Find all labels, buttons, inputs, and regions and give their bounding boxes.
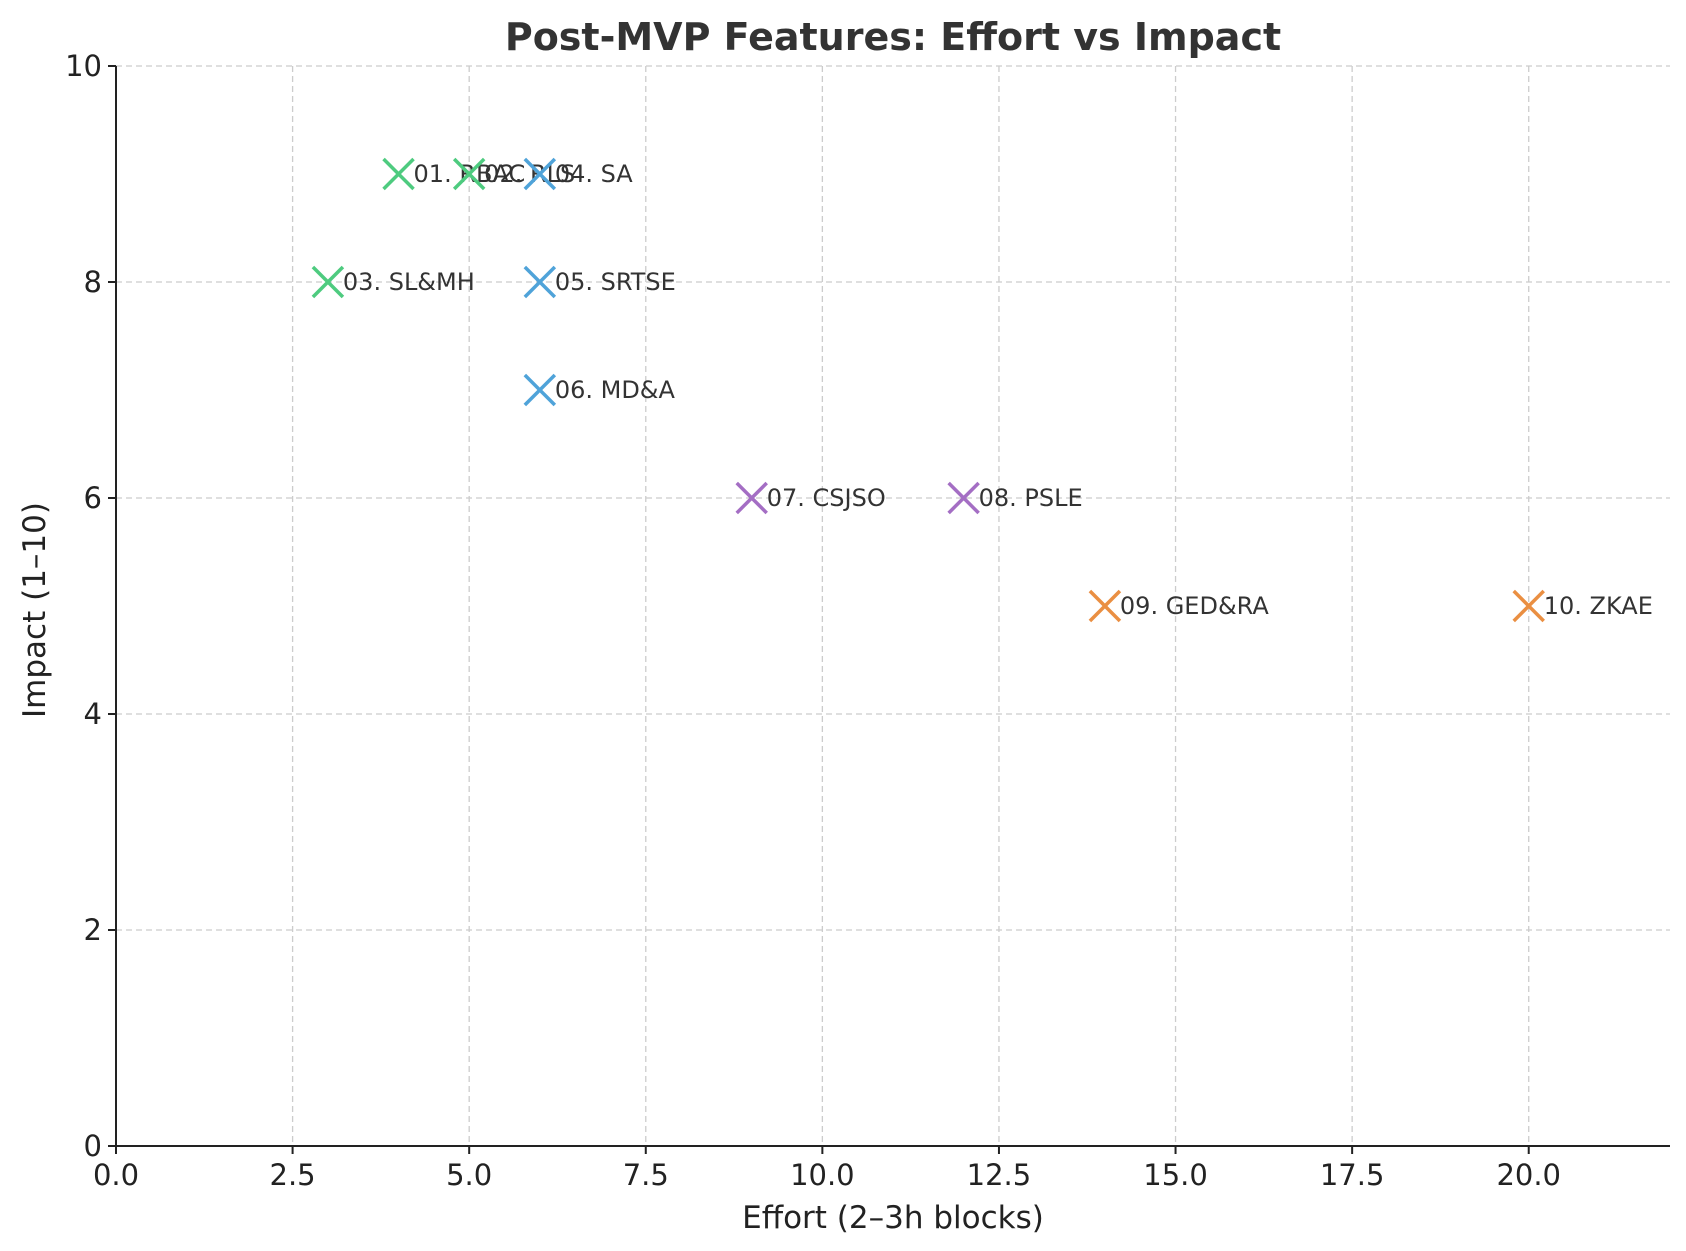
x-tick-label: 20.0 bbox=[1496, 1158, 1561, 1192]
grid-layer bbox=[116, 65, 1670, 1146]
scatter-point: 05. SRTSE bbox=[523, 265, 676, 299]
point-label: 08. PSLE bbox=[979, 484, 1083, 512]
point-marker bbox=[452, 157, 486, 191]
x-tick-label: 12.5 bbox=[967, 1158, 1032, 1192]
y-axis-label: Impact (1–10) bbox=[17, 502, 53, 718]
y-tick-label: 0 bbox=[84, 1129, 102, 1163]
point-label: 07. CSJSO bbox=[767, 484, 886, 512]
point-label: 06. MD&A bbox=[555, 376, 676, 404]
y-tick-label: 6 bbox=[84, 481, 102, 515]
y-tick-label: 4 bbox=[84, 697, 102, 731]
point-marker bbox=[523, 157, 557, 191]
point-marker bbox=[947, 481, 980, 515]
scatter-point: 10. ZKAE bbox=[1512, 589, 1653, 623]
point-marker bbox=[523, 265, 557, 299]
x-tick-label: 17.5 bbox=[1320, 1158, 1385, 1192]
point-marker bbox=[1088, 589, 1122, 623]
point-marker bbox=[523, 373, 557, 407]
scatter-point: 03. SL&MH bbox=[311, 265, 475, 299]
y-tick-label: 8 bbox=[84, 265, 102, 299]
point-marker bbox=[1512, 589, 1545, 623]
scatter-point: 09. GED&RA bbox=[1088, 589, 1269, 623]
axes-layer: 0.0 2.5 5.0 7.5 10.0 12.5 15.0 17.5 20.0 0 2 4 6 8 10 bbox=[65, 49, 1670, 1192]
point-label: 09. GED&RA bbox=[1120, 592, 1269, 620]
point-label: 10. ZKAE bbox=[1544, 592, 1653, 620]
scatter-point: 04. SA bbox=[523, 157, 633, 191]
point-marker bbox=[382, 157, 415, 191]
x-tick-label: 0.0 bbox=[93, 1158, 139, 1192]
scatter-point: 07. CSJSO bbox=[735, 481, 886, 515]
x-tick-label: 10.0 bbox=[790, 1158, 855, 1192]
scatter-point: 06. MD&A bbox=[523, 373, 676, 407]
chart-title: Post-MVP Features: Effort vs Impact bbox=[505, 15, 1281, 59]
point-marker bbox=[735, 481, 768, 515]
y-tick-label: 10 bbox=[65, 49, 102, 83]
x-tick-label: 2.5 bbox=[270, 1158, 316, 1192]
point-label: 03. SL&MH bbox=[343, 268, 475, 296]
x-tick-label: 5.0 bbox=[446, 1158, 492, 1192]
scatter-point: 08. PSLE bbox=[947, 481, 1083, 515]
point-label: 04. SA bbox=[555, 160, 633, 188]
point-marker bbox=[311, 265, 345, 299]
point-label: 05. SRTSE bbox=[555, 268, 676, 296]
y-tick-label: 2 bbox=[84, 913, 102, 947]
x-axis-label: Effort (2–3h blocks) bbox=[742, 1200, 1044, 1236]
x-tick-label: 15.0 bbox=[1143, 1158, 1208, 1192]
x-tick-label: 7.5 bbox=[623, 1158, 669, 1192]
